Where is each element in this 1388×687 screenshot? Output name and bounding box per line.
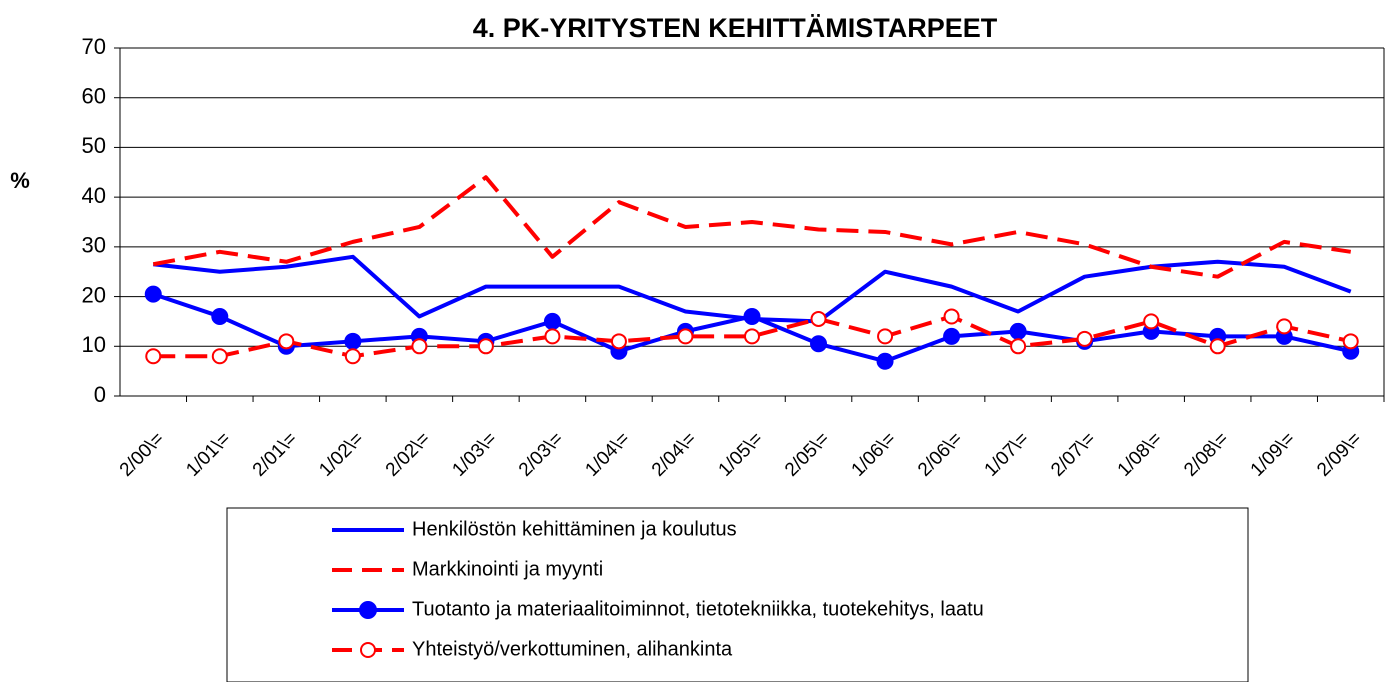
point xyxy=(1076,330,1093,347)
x-tick-label: 2/01\= xyxy=(249,428,302,481)
point xyxy=(876,352,894,370)
x-tick-label: 1/05\= xyxy=(715,428,768,481)
x-tick-label: 2/08\= xyxy=(1180,428,1233,481)
legend-marker xyxy=(360,642,376,658)
y-tick-label: 70 xyxy=(82,34,106,59)
point xyxy=(543,312,561,330)
legend-label: Tuotanto ja materiaalitoiminnot, tietote… xyxy=(412,598,984,620)
point xyxy=(1276,318,1293,335)
series-line xyxy=(152,175,1352,279)
point xyxy=(344,332,362,350)
legend-marker xyxy=(359,601,377,619)
x-tick-label: 2/04\= xyxy=(648,428,701,481)
legend-label: Yhteistyö/verkottuminen, alihankinta xyxy=(412,638,733,660)
point xyxy=(278,333,295,350)
x-tick-label: 1/07\= xyxy=(981,428,1034,481)
point xyxy=(677,328,694,345)
x-tick-label: 2/03\= xyxy=(515,428,568,481)
x-tick-label: 2/07\= xyxy=(1047,428,1100,481)
point xyxy=(810,335,828,353)
point xyxy=(610,333,627,350)
y-tick-label: 10 xyxy=(82,332,106,357)
x-tick-label: 2/02\= xyxy=(382,428,435,481)
point xyxy=(211,348,228,365)
point xyxy=(144,285,162,303)
point xyxy=(1342,333,1359,350)
point xyxy=(877,328,894,345)
x-tick-label: 2/06\= xyxy=(914,428,967,481)
point xyxy=(743,307,761,325)
point xyxy=(744,328,760,345)
y-tick-label: 30 xyxy=(82,233,106,258)
legend-label: Henkilöstön kehittäminen ja koulutus xyxy=(412,518,737,540)
point xyxy=(1009,322,1027,340)
point xyxy=(1209,338,1226,355)
point xyxy=(1143,313,1160,330)
point xyxy=(344,348,361,365)
y-axis-label: % xyxy=(10,168,30,193)
point xyxy=(145,348,162,365)
point xyxy=(211,307,229,325)
point xyxy=(411,338,428,355)
x-tick-label: 1/03\= xyxy=(448,428,501,481)
point xyxy=(943,308,960,325)
y-tick-label: 0 xyxy=(94,382,106,407)
y-tick-label: 40 xyxy=(82,183,106,208)
y-tick-label: 50 xyxy=(82,133,106,158)
x-tick-label: 1/02\= xyxy=(315,428,368,481)
y-tick-label: 60 xyxy=(82,84,106,109)
x-tick-label: 1/08\= xyxy=(1114,428,1167,481)
x-tick-label: 1/06\= xyxy=(848,428,901,481)
point xyxy=(810,310,827,327)
y-tick-label: 20 xyxy=(82,282,106,307)
point xyxy=(1010,338,1027,355)
x-tick-label: 1/04\= xyxy=(581,428,634,481)
x-tick-label: 2/09\= xyxy=(1313,428,1366,481)
point xyxy=(477,338,494,355)
x-tick-label: 2/00\= xyxy=(116,428,169,481)
x-tick-label: 2/05\= xyxy=(781,428,834,481)
legend-label: Markkinointi ja myynti xyxy=(412,558,603,580)
x-tick-label: 1/01\= xyxy=(182,428,235,481)
legend-box xyxy=(226,507,1249,683)
point xyxy=(943,327,961,345)
chart-title: 4. PK-YRITYSTEN KEHITTÄMISTARPEET xyxy=(473,13,998,43)
point xyxy=(544,328,561,345)
x-tick-label: 1/09\= xyxy=(1247,428,1300,481)
